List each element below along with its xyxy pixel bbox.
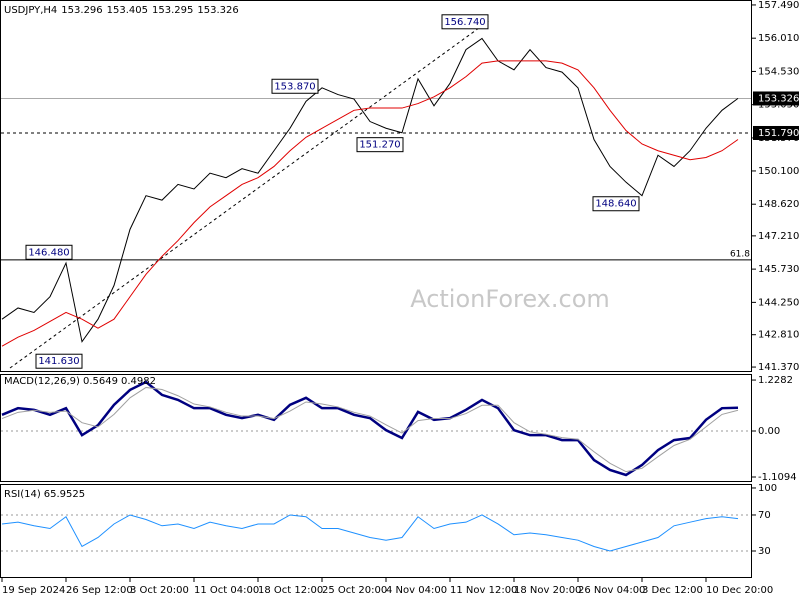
price-tag-label: 151.790 [758,128,799,139]
x-tick-label: 18 Oct 12:00 [258,585,323,596]
header: USDJPY,H4 153.296 153.405 153.295 153.326 [4,5,239,16]
macd-line [1,380,739,477]
annotation-label: 156.740 [444,17,485,28]
annotation-box [25,244,73,260]
annotation-box [35,353,83,369]
header-value: 153.405 [107,5,148,16]
y-tick-label: 142.810 [758,330,799,341]
rsi-value: 65.9525 [44,489,85,500]
price-line [1,37,739,343]
annotation-box [271,78,319,94]
price-tag [753,125,799,140]
annotation-box [441,14,489,30]
x-tick-label: 26 Sep 12:00 [66,585,133,596]
fib-label: 61.8 [730,249,750,259]
header-value: 153.295 [152,5,193,16]
macd-value: 0.5649 [83,376,118,387]
y-tick-label: 150.100 [758,166,799,177]
price-tag-label: 153.326 [758,93,799,104]
rsi-value: RSI(14) [4,489,41,500]
y-tick-label: 147.210 [758,231,799,242]
annotation-label: 141.630 [38,356,79,367]
header-value: USDJPY,H4 [4,5,57,16]
macd-value: MACD(12,26,9) [4,376,80,387]
y-tick-label: 70 [758,510,771,521]
macd-value: 0.4982 [121,376,156,387]
price-line [1,60,739,347]
y-tick-label: 30 [758,546,771,557]
price-panel [0,0,752,372]
y-tick-label: 141.370 [758,362,799,373]
x-tick-label: 3 Dec 12:00 [642,585,703,596]
x-tick-label: 25 Oct 20:00 [322,585,387,596]
x-tick-label: 4 Nov 04:00 [386,585,447,596]
y-tick-label: 156.010 [758,33,799,44]
header-value: 153.326 [197,5,238,16]
x-tick-label: 11 Oct 04:00 [194,585,259,596]
x-tick-label: 11 Nov 12:00 [450,585,517,596]
y-tick-label: 0.00 [758,426,780,437]
y-tick-label: 154.530 [758,66,799,77]
macd-line [1,386,739,473]
x-tick-label: 26 Nov 04:00 [578,585,645,596]
header-value: 153.296 [61,5,102,16]
annotation-label: 153.870 [274,81,315,92]
rsi-header: RSI(14) 65.9525 [4,489,85,500]
annotation-label: 146.480 [28,247,69,258]
y-tick-label: 148.620 [758,199,799,210]
rsi-line [1,514,739,552]
watermark: ActionForex.com [410,285,610,313]
y-tick-label: 100 [758,483,777,494]
x-tick-label: 19 Sep 2024 [2,585,65,596]
x-tick-label: 10 Dec 20:00 [706,585,773,596]
y-tick-label: -1.1094 [758,472,797,483]
y-tick-label: 144.250 [758,297,799,308]
macd-panel [0,374,752,482]
annotation-box [356,137,404,153]
y-tick-label: 1.2282 [758,375,793,386]
rsi-panel [0,484,752,578]
annotation-box [592,196,640,212]
annotation-label: 151.270 [359,140,400,151]
annotation-label: 148.640 [595,199,636,210]
macd-header: MACD(12,26,9) 0.5649 0.4982 [4,376,156,387]
y-tick-label: 145.730 [758,264,799,275]
y-tick-label: 157.490 [758,0,799,11]
price-tag [753,91,799,106]
x-tick-label: 3 Oct 20:00 [130,585,189,596]
trend-line [9,19,491,369]
x-tick-label: 18 Nov 20:00 [514,585,581,596]
